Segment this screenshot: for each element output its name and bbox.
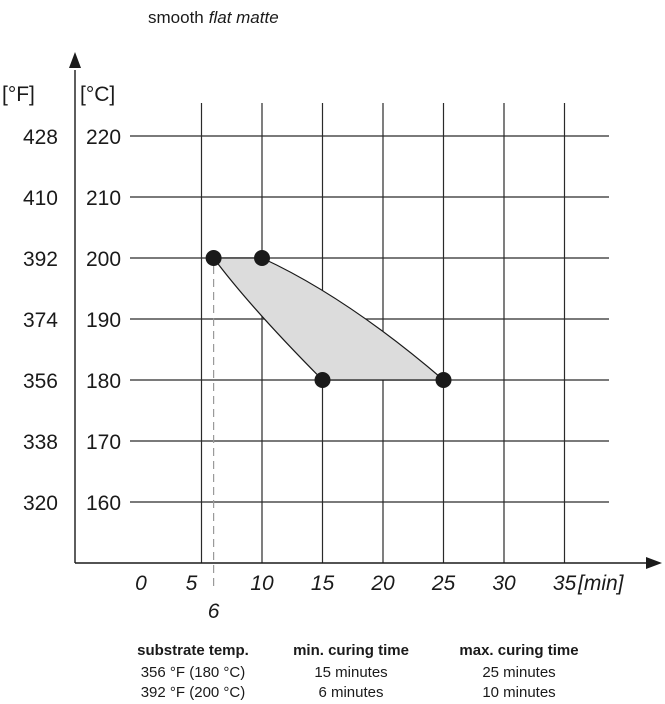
x-tick-label: 20 (370, 572, 395, 595)
y-tick-label-celsius: 220 (86, 126, 121, 149)
y-tick-label-fahrenheit: 392 (23, 248, 58, 271)
data-point (314, 372, 331, 388)
x-tick-label-extra: 6 (208, 600, 220, 623)
curing-table: substrate temp. min. curing time max. curi… (137, 642, 578, 701)
y-tick-label-celsius: 170 (86, 431, 121, 454)
data-points (205, 250, 452, 388)
chart-title: smooth flat matte (148, 8, 279, 27)
x-tick-label: 10 (250, 572, 274, 595)
y-tick-label-fahrenheit: 428 (23, 126, 58, 149)
grid (130, 103, 609, 563)
x-tick-label: 5 (186, 572, 198, 595)
table-cell: 356 °F (180 °C) (141, 664, 246, 681)
y-tick-label-fahrenheit: 410 (23, 187, 58, 210)
y-axis-arrow (69, 52, 81, 68)
table-header: max. curing time (459, 642, 578, 659)
y-tick-label-fahrenheit: 320 (23, 492, 58, 515)
y-tick-label-celsius: 210 (86, 187, 121, 210)
x-tick-label: 25 (431, 572, 456, 595)
y-tick-label-fahrenheit: 374 (23, 309, 58, 332)
table-header: substrate temp. (137, 642, 249, 659)
data-point (205, 250, 222, 266)
x-tick-label: 15 (311, 572, 335, 595)
table-cell: 392 °F (200 °C) (141, 684, 246, 701)
x-tick-label: 30 (492, 572, 516, 595)
data-point (254, 250, 270, 266)
title-prefix: smooth (148, 8, 204, 27)
axes (69, 52, 662, 569)
y-tick-label-celsius: 200 (86, 248, 121, 271)
y-tick-label-celsius: 190 (86, 309, 121, 332)
title-emphasis: flat matte (209, 8, 279, 27)
table-cell: 15 minutes (314, 664, 387, 681)
y-axis-label-celsius: [°C] (80, 83, 115, 106)
x-tick-label: 0 (135, 572, 147, 595)
x-ticks: 0 5 10 15 20 25 30 35 6 (135, 572, 576, 623)
y-tick-label-fahrenheit: 356 (23, 370, 58, 393)
x-tick-label: 35 (553, 572, 577, 595)
y-ticks: 428 220 410 210 392 200 374 190 356 180 338 170 320 1… (23, 126, 121, 515)
data-point (435, 372, 452, 388)
y-tick-label-celsius: 160 (86, 492, 121, 515)
table-header: min. curing time (293, 642, 409, 659)
table-cell: 10 minutes (482, 684, 555, 701)
y-tick-label-celsius: 180 (86, 370, 121, 393)
x-axis-arrow (646, 557, 662, 569)
y-axis-label-fahrenheit: [°F] (2, 83, 35, 106)
table-cell: 6 minutes (318, 684, 383, 701)
y-tick-label-fahrenheit: 338 (23, 431, 58, 454)
x-axis-label: [min] (577, 572, 625, 595)
table-cell: 25 minutes (482, 664, 555, 681)
